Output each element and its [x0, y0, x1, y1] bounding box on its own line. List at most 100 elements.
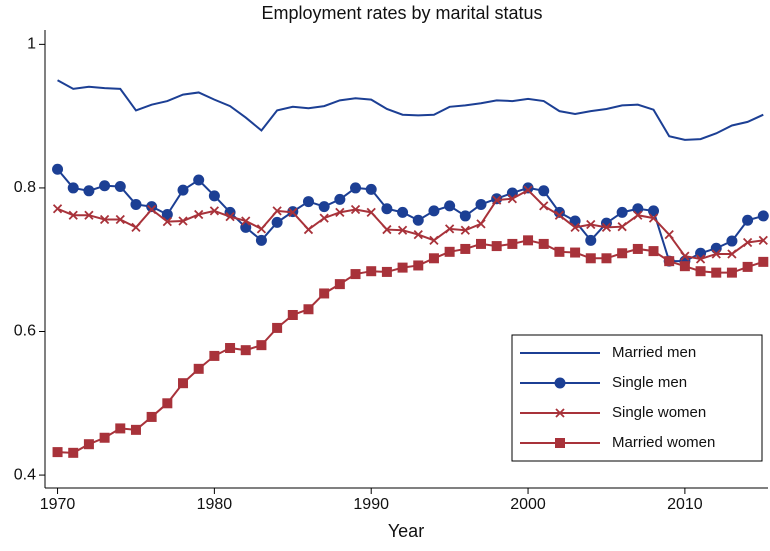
data-point	[695, 266, 706, 277]
y-tick-label: 0.4	[14, 466, 36, 483]
data-point	[585, 253, 596, 264]
data-point	[538, 238, 549, 249]
chart-title: Employment rates by marital status	[261, 3, 542, 23]
data-point	[616, 206, 628, 218]
y-tick-label: 0.8	[14, 179, 36, 196]
data-point	[240, 345, 251, 356]
data-point	[695, 254, 706, 264]
data-point	[272, 206, 282, 216]
data-point	[585, 234, 597, 246]
data-point	[444, 200, 456, 212]
data-point	[131, 222, 141, 233]
data-point	[366, 207, 376, 217]
x-tick-label: 1990	[353, 496, 389, 513]
data-point	[507, 194, 517, 204]
legend-label: Married women	[612, 434, 715, 451]
data-point	[570, 222, 580, 233]
data-point	[648, 213, 659, 223]
x-tick-label: 1970	[40, 496, 76, 513]
data-point	[52, 447, 63, 458]
x-tick-label: 2010	[667, 496, 703, 513]
data-point	[553, 206, 565, 218]
data-point	[318, 201, 330, 213]
data-point	[68, 210, 78, 220]
x-axis-title: Year	[388, 521, 424, 541]
data-point	[554, 246, 565, 257]
data-point	[382, 224, 392, 235]
data-point	[429, 235, 439, 245]
data-point	[460, 225, 470, 235]
data-point	[554, 210, 565, 220]
data-point	[633, 210, 643, 220]
data-point	[162, 398, 173, 409]
data-point	[193, 174, 205, 186]
data-point	[538, 185, 550, 197]
data-point	[319, 213, 329, 223]
data-point	[632, 243, 643, 254]
series-line	[57, 188, 764, 261]
data-point	[397, 262, 408, 273]
data-point	[83, 185, 95, 197]
data-point	[287, 309, 298, 320]
data-point	[193, 363, 204, 374]
data-point	[115, 423, 126, 434]
data-point	[492, 195, 502, 205]
data-point	[130, 424, 141, 435]
data-point	[130, 198, 142, 210]
data-point	[570, 247, 581, 258]
data-point	[742, 214, 754, 226]
data-point	[99, 180, 111, 192]
data-point	[99, 214, 110, 225]
data-point	[742, 261, 753, 272]
data-point	[209, 206, 220, 216]
data-point	[727, 249, 737, 259]
data-point	[381, 203, 393, 215]
data-point	[428, 253, 439, 264]
data-point	[256, 224, 267, 234]
data-point	[146, 411, 157, 422]
series-line	[57, 239, 764, 454]
data-point	[710, 242, 722, 254]
data-point	[491, 193, 503, 205]
data-point	[476, 219, 486, 229]
y-tick-label: 0.6	[14, 323, 36, 340]
data-point	[648, 205, 660, 217]
data-point	[664, 229, 674, 240]
series-line	[57, 79, 764, 141]
series-line	[56, 168, 764, 263]
data-point	[83, 439, 94, 450]
data-point	[350, 269, 361, 280]
data-point	[350, 182, 362, 194]
data-point	[491, 241, 502, 252]
data-point	[319, 288, 330, 299]
data-point	[147, 204, 157, 215]
data-point	[664, 256, 675, 267]
data-point	[288, 207, 298, 217]
data-point	[428, 205, 440, 217]
data-point	[161, 208, 173, 220]
data-point	[365, 183, 377, 195]
data-point	[413, 229, 423, 240]
data-point	[742, 237, 753, 248]
data-point	[225, 343, 236, 354]
data-point	[758, 235, 768, 245]
data-point	[255, 234, 267, 246]
data-point	[523, 235, 534, 246]
data-point	[303, 224, 314, 235]
data-point	[177, 184, 189, 196]
data-point	[412, 214, 424, 226]
x-tick-label: 2000	[510, 496, 546, 513]
data-point	[679, 261, 690, 272]
data-point	[617, 248, 628, 259]
data-point	[302, 196, 314, 208]
data-point	[757, 210, 769, 222]
data-point	[209, 350, 220, 361]
data-point	[617, 222, 627, 232]
data-point	[475, 198, 487, 210]
data-point	[67, 182, 79, 194]
data-point	[52, 163, 64, 175]
data-point	[726, 267, 737, 278]
data-point	[303, 304, 314, 315]
data-point	[334, 279, 345, 290]
data-point	[444, 224, 455, 234]
